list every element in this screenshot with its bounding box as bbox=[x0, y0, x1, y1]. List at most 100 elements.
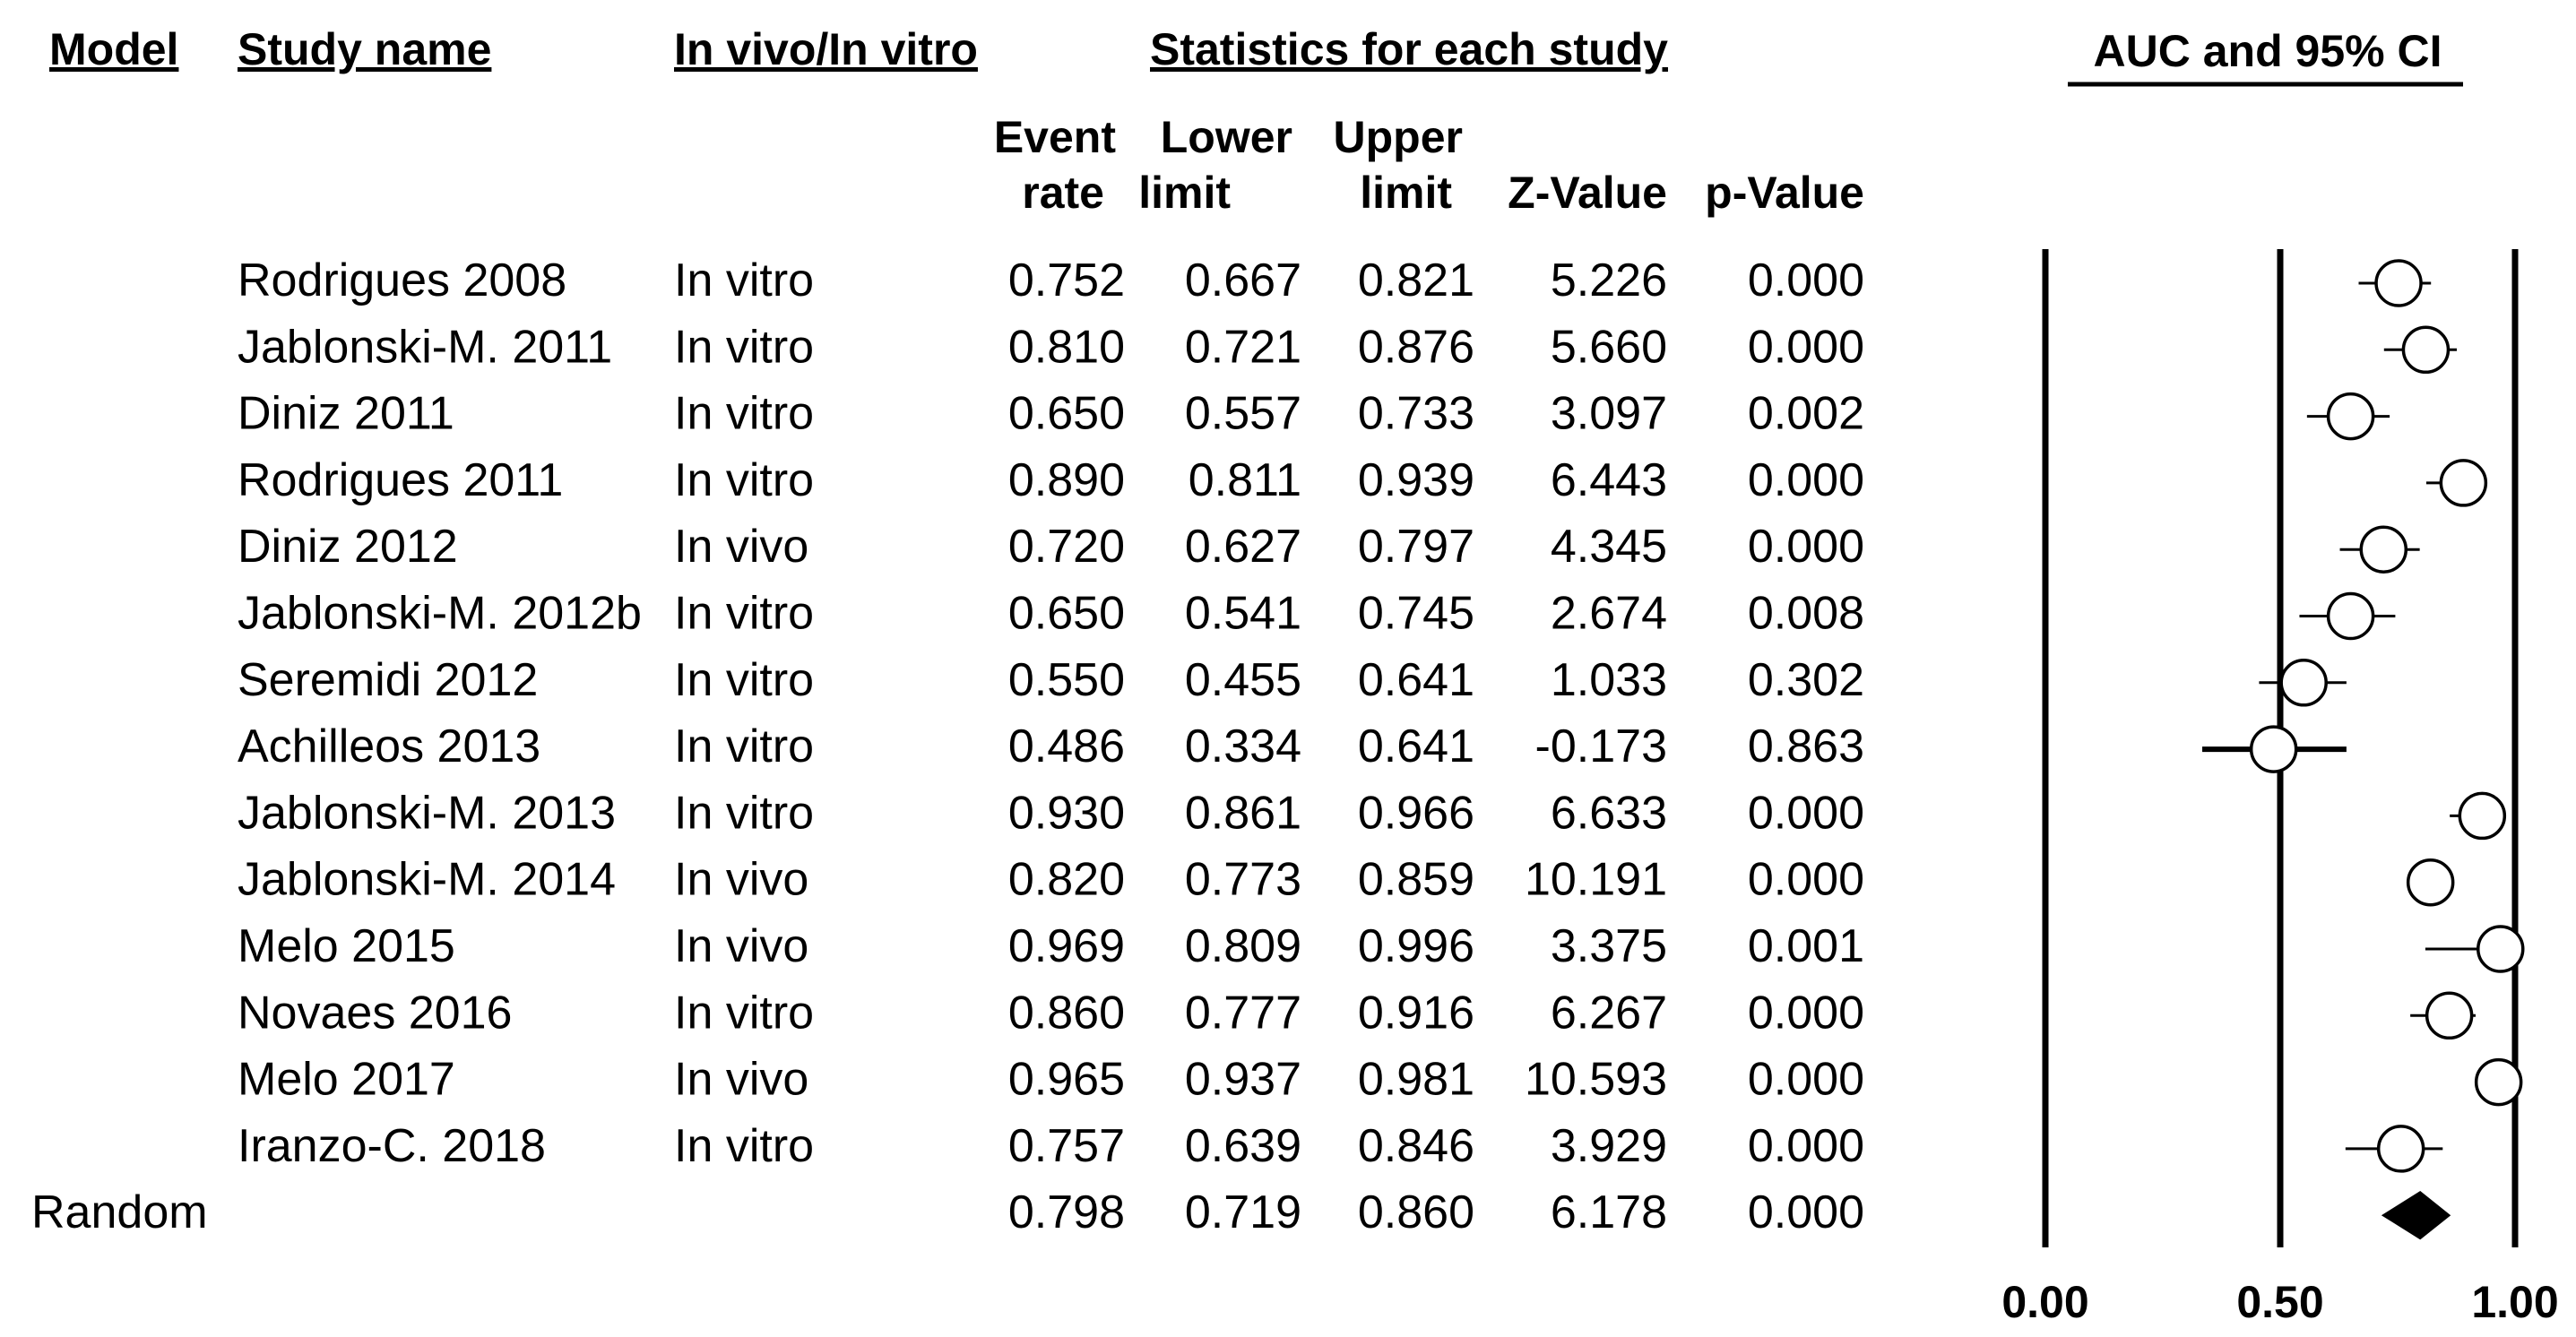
study-name: Jablonski-M. 2012b bbox=[238, 588, 642, 640]
upper-limit: 0.996 bbox=[1358, 920, 1474, 972]
table-row: Melo 2017 In vivo 0.965 0.937 0.981 10.593 0.0… bbox=[238, 1054, 1864, 1106]
study-type: In vitro bbox=[674, 1120, 814, 1172]
p-value: 0.008 bbox=[1748, 588, 1864, 640]
table-row: Novaes 2016 In vitro 0.860 0.777 0.916 6.267 0… bbox=[238, 987, 1864, 1039]
upper-limit: 0.876 bbox=[1358, 321, 1474, 373]
plot-area: 0.00 0.50 1.00 bbox=[2001, 249, 2559, 1327]
z-value: 2.674 bbox=[1551, 588, 1667, 640]
lower-limit: 0.334 bbox=[1185, 720, 1301, 772]
z-value: 3.097 bbox=[1551, 388, 1667, 440]
x-tick-label: 0.50 bbox=[2236, 1277, 2323, 1327]
study-type: In vitro bbox=[674, 254, 814, 306]
event-rate: 0.965 bbox=[1008, 1054, 1125, 1106]
event-rate: 0.860 bbox=[1008, 987, 1125, 1039]
table-row: Jablonski-M. 2013 In vitro 0.930 0.861 0.966… bbox=[238, 787, 1864, 839]
lower-limit: 0.627 bbox=[1185, 521, 1301, 573]
study-name: Achilleos 2013 bbox=[238, 720, 540, 772]
event-rate: 0.930 bbox=[1008, 787, 1125, 839]
p-value: 0.000 bbox=[1748, 1054, 1864, 1106]
table-row: Jablonski-M. 2011 In vitro 0.810 0.721 0.876… bbox=[238, 321, 1864, 373]
point-estimate-marker bbox=[2279, 659, 2328, 707]
z-value: 3.375 bbox=[1551, 920, 1667, 972]
p-value: 0.000 bbox=[1748, 987, 1864, 1039]
upper-limit: 0.916 bbox=[1358, 987, 1474, 1039]
event-rate: 0.752 bbox=[1008, 254, 1125, 306]
event-rate: 0.757 bbox=[1008, 1120, 1125, 1172]
upper-limit: 0.859 bbox=[1358, 854, 1474, 906]
p-value: 0.302 bbox=[1748, 654, 1864, 706]
table-row: Melo 2015 In vivo 0.969 0.809 0.996 3.375 0.00… bbox=[238, 920, 1864, 972]
upper-limit: 0.641 bbox=[1358, 720, 1474, 772]
x-tick-label: 1.00 bbox=[2471, 1277, 2558, 1327]
summary-lower-limit: 0.719 bbox=[1185, 1186, 1301, 1238]
z-value: -0.173 bbox=[1535, 720, 1667, 772]
table-row: Seremidi 2012 In vitro 0.550 0.455 0.641 1.03… bbox=[238, 654, 1864, 706]
table-row: Diniz 2011 In vitro 0.650 0.557 0.733 3.097 0.… bbox=[238, 388, 1864, 440]
header-event-line1: Event bbox=[994, 112, 1117, 162]
event-rate: 0.650 bbox=[1008, 588, 1125, 640]
study-type: In vitro bbox=[674, 388, 814, 440]
table-row: Rodrigues 2008 In vitro 0.752 0.667 0.821 5.2… bbox=[238, 254, 1864, 306]
upper-limit: 0.641 bbox=[1358, 654, 1474, 706]
p-value: 0.000 bbox=[1748, 787, 1864, 839]
header-invivo-invitro: In vivo/In vitro bbox=[674, 24, 978, 74]
study-type: In vitro bbox=[674, 454, 814, 506]
p-value: 0.863 bbox=[1748, 720, 1864, 772]
table-row: Diniz 2012 In vivo 0.720 0.627 0.797 4.345 0.0… bbox=[238, 521, 1864, 573]
summary-model: Random bbox=[31, 1186, 208, 1238]
study-name: Jablonski-M. 2011 bbox=[238, 321, 612, 373]
study-name: Diniz 2012 bbox=[238, 521, 458, 573]
study-type: In vivo bbox=[674, 920, 808, 972]
point-estimate-marker bbox=[2374, 259, 2423, 307]
z-value: 4.345 bbox=[1551, 521, 1667, 573]
event-rate: 0.810 bbox=[1008, 321, 1125, 373]
event-rate: 0.820 bbox=[1008, 854, 1125, 906]
p-value: 0.000 bbox=[1748, 254, 1864, 306]
point-estimate-marker bbox=[2359, 525, 2408, 574]
upper-limit: 0.846 bbox=[1358, 1120, 1474, 1172]
summary-p-value: 0.000 bbox=[1748, 1186, 1864, 1238]
z-value: 10.191 bbox=[1525, 854, 1667, 906]
upper-limit: 0.745 bbox=[1358, 588, 1474, 640]
study-type: In vitro bbox=[674, 654, 814, 706]
header-p-value: p-Value bbox=[1705, 168, 1864, 218]
p-value: 0.000 bbox=[1748, 521, 1864, 573]
z-value: 5.660 bbox=[1551, 321, 1667, 373]
column-headers: Model Study name In vivo/In vitro Statis… bbox=[49, 24, 2463, 218]
lower-limit: 0.777 bbox=[1185, 987, 1301, 1039]
summary-row: Random 0.798 0.719 0.860 6.178 0.000 bbox=[31, 1186, 1864, 1238]
upper-limit: 0.966 bbox=[1358, 787, 1474, 839]
event-rate: 0.969 bbox=[1008, 920, 1125, 972]
z-value: 10.593 bbox=[1525, 1054, 1667, 1106]
point-estimate-marker bbox=[2326, 591, 2375, 641]
p-value: 0.000 bbox=[1748, 321, 1864, 373]
table-row: Iranzo-C. 2018 In vitro 0.757 0.639 0.846 3.9… bbox=[238, 1120, 1864, 1172]
study-type: In vitro bbox=[674, 787, 814, 839]
study-type: In vivo bbox=[674, 854, 808, 906]
p-value: 0.000 bbox=[1748, 454, 1864, 506]
study-name: Iranzo-C. 2018 bbox=[238, 1120, 546, 1172]
study-name: Novaes 2016 bbox=[238, 987, 512, 1039]
header-model: Model bbox=[49, 24, 178, 74]
upper-limit: 0.939 bbox=[1358, 454, 1474, 506]
study-type: In vivo bbox=[674, 521, 808, 573]
study-name: Jablonski-M. 2013 bbox=[238, 787, 616, 839]
lower-limit: 0.773 bbox=[1185, 854, 1301, 906]
lower-limit: 0.937 bbox=[1185, 1054, 1301, 1106]
point-estimate-marker bbox=[2425, 991, 2474, 1040]
point-estimate-marker bbox=[2249, 725, 2298, 773]
point-estimate-marker bbox=[2477, 925, 2525, 973]
header-lower-line1: Lower bbox=[1161, 112, 1292, 162]
lower-limit: 0.541 bbox=[1185, 588, 1301, 640]
z-value: 3.929 bbox=[1551, 1120, 1667, 1172]
event-rate: 0.890 bbox=[1008, 454, 1125, 506]
z-value: 5.226 bbox=[1551, 254, 1667, 306]
table-row: Jablonski-M. 2012b In vitro 0.650 0.541 0.74… bbox=[238, 588, 1864, 640]
lower-limit: 0.861 bbox=[1185, 787, 1301, 839]
summary-diamond bbox=[2381, 1190, 2451, 1240]
lower-limit: 0.811 bbox=[1189, 454, 1301, 506]
upper-limit: 0.733 bbox=[1358, 388, 1474, 440]
x-tick-label: 0.00 bbox=[2001, 1277, 2088, 1327]
study-type: In vitro bbox=[674, 588, 814, 640]
